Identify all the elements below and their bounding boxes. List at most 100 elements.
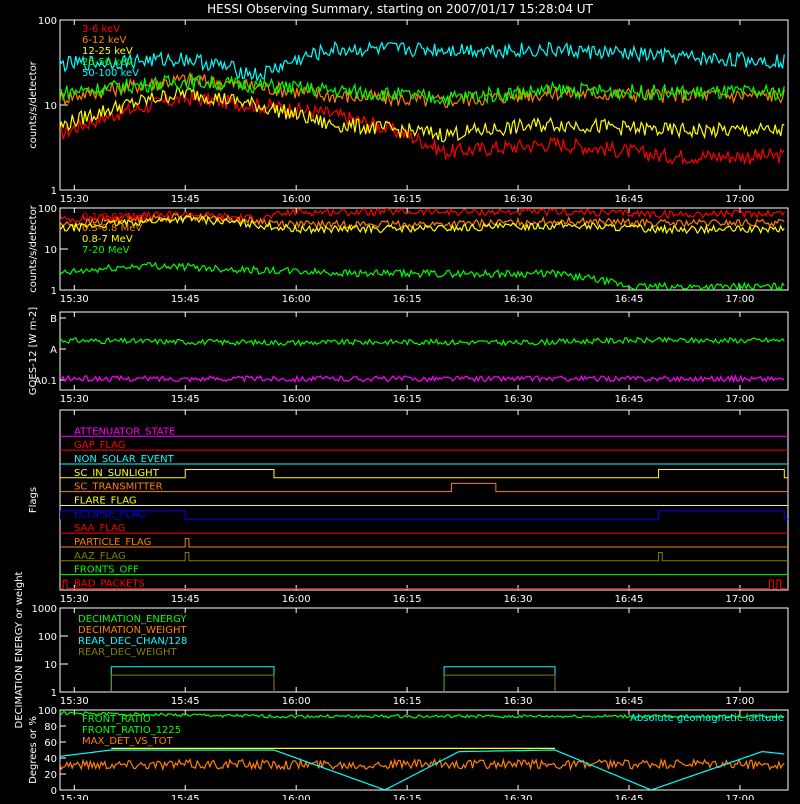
flag-line <box>60 579 788 589</box>
y-axis-label: DECIMATION ENERGY or weight <box>14 571 25 728</box>
series-line <box>60 214 785 235</box>
flag-label: FLARE_FLAG <box>74 495 137 506</box>
time-tick-label: 15:30 <box>60 194 89 205</box>
panel-p4: Flags 15:30 15:45 16:00 16:15 16:30 16:45 17:00… <box>28 409 789 605</box>
legend-entry: 0.8-7 MeV <box>82 234 133 245</box>
legend-entry: 3-6 keV <box>82 24 120 35</box>
y-tick-label: 40 <box>44 754 57 765</box>
y-tick-label: B <box>50 314 57 325</box>
y-axis-label: counts/s/detector <box>28 204 39 292</box>
flag-label: AAZ_FLAG <box>74 551 126 562</box>
flag-label: SC_IN_SUNLIGHT <box>74 468 160 479</box>
flag-label: ATTENUATOR_STATE <box>74 426 175 437</box>
panel-frame <box>59 709 789 791</box>
annotation-label: Absolute geomagnetic latitude <box>630 713 784 724</box>
legend-entry: 6-12 keV <box>82 35 126 46</box>
y-tick-label: 10 <box>44 660 57 671</box>
y-tick-label: 100 <box>38 204 57 215</box>
flag-line <box>60 538 788 548</box>
panel-p6: Degrees or % 15:30 15:45 16:00 16:15 16:30 16:… <box>28 706 789 804</box>
y-tick-label: 80 <box>44 722 57 733</box>
time-tick-label: 16:45 <box>615 594 644 605</box>
time-tick-label: 16:15 <box>393 794 422 800</box>
y-axis-label: Flags <box>28 487 39 513</box>
y-tick-label: A0.1 <box>34 376 57 387</box>
time-tick-label: 16:45 <box>615 794 644 800</box>
time-tick-label: 15:45 <box>171 294 200 305</box>
legend-entry: DECIMATION_WEIGHT <box>78 625 187 636</box>
plot-area <box>60 40 785 166</box>
y-tick-label: 60 <box>44 738 57 749</box>
panel-p2: counts/s/detector 15:30 15:45 16:00 16:15 16:… <box>28 204 789 305</box>
y-tick-label: 1 <box>51 186 57 197</box>
series-line <box>60 72 785 106</box>
flag-label: ECLIPSE_FLAG <box>74 509 145 520</box>
time-tick-label: 15:30 <box>60 294 89 305</box>
time-tick-label: 15:45 <box>171 594 200 605</box>
legend-entry: 0.1-0.03 MeV <box>82 212 149 223</box>
y-tick-label: 100 <box>38 706 57 717</box>
time-tick-label: 17:00 <box>726 696 755 707</box>
time-tick-label: 16:30 <box>504 294 533 305</box>
y-axis-label: GOES-12 [W m-2] <box>28 307 39 395</box>
series-line <box>110 666 556 692</box>
time-tick-label: 16:45 <box>615 696 644 707</box>
time-tick-label: 17:00 <box>726 194 755 205</box>
time-tick-label: 16:00 <box>282 294 311 305</box>
y-tick-label: 1000 <box>32 604 57 615</box>
time-tick-label: 15:45 <box>171 696 200 707</box>
legend-entry: 12-25 keV <box>82 46 133 57</box>
time-tick-label: 17:00 <box>726 394 755 405</box>
legend-entry: FRONT_RATIO <box>82 714 151 725</box>
flag-label: FRONTS_OFF <box>74 565 139 576</box>
panel-p3: GOES-12 [W m-2] 15:30 15:45 16:00 16:15 16:30… <box>28 307 789 405</box>
legend-entry: REAR_DEC_CHAN/128 <box>78 636 187 647</box>
time-tick-label: 15:45 <box>171 394 200 405</box>
time-tick-label: 16:30 <box>504 194 533 205</box>
legend-entry: FRONT_RATIO_1225 <box>82 725 181 736</box>
time-tick-label: 16:30 <box>504 394 533 405</box>
y-tick-label: 100 <box>38 632 57 643</box>
time-tick-label: 16:30 <box>504 696 533 707</box>
plot-area <box>60 711 785 790</box>
series-line <box>60 211 785 230</box>
legend-entry: 7-20 MeV <box>82 245 130 256</box>
series-line <box>60 749 785 790</box>
time-tick-label: 16:00 <box>282 794 311 800</box>
y-tick-label: 20 <box>44 770 57 781</box>
flag-label: BAD_PACKETS <box>74 578 145 589</box>
time-tick-label: 16:45 <box>615 294 644 305</box>
time-tick-label: 16:15 <box>393 294 422 305</box>
time-tick-label: 15:30 <box>60 794 89 800</box>
time-tick-label: 16:45 <box>615 394 644 405</box>
y-tick-label: 100 <box>38 16 57 27</box>
flag-label: SC_TRANSMITTER <box>74 482 163 493</box>
series-line <box>60 336 785 347</box>
time-tick-label: 17:00 <box>726 294 755 305</box>
time-tick-label: 16:00 <box>282 594 311 605</box>
panel-frame <box>59 409 789 591</box>
series-line <box>60 40 785 83</box>
time-tick-label: 16:15 <box>393 394 422 405</box>
time-tick-label: 17:00 <box>726 594 755 605</box>
y-tick-label: 10 <box>44 245 57 256</box>
time-tick-label: 16:15 <box>393 696 422 707</box>
y-tick-label: A <box>50 345 57 356</box>
flag-label: GAP_FLAG <box>74 440 126 451</box>
legend-entry: 0.3-0.8 MeV <box>82 223 142 234</box>
panel-p1: counts/s/detector 15:30 15:45 16:00 16:15 16:… <box>28 16 789 205</box>
panel-p5: DECIMATION ENERGY or weight 15:30 15:45 16:… <box>14 571 789 728</box>
time-tick-label: 15:45 <box>171 194 200 205</box>
plot-area <box>60 208 785 290</box>
series-line <box>60 261 785 290</box>
time-tick-label: 15:30 <box>60 696 89 707</box>
time-tick-label: 16:45 <box>615 194 644 205</box>
time-tick-label: 16:00 <box>282 394 311 405</box>
y-axis-label: counts/s/detector <box>28 60 39 148</box>
flag-label: PARTICLE_FLAG <box>74 537 151 548</box>
series-line <box>110 674 556 692</box>
time-tick-label: 15:30 <box>60 394 89 405</box>
series-line <box>60 757 785 772</box>
